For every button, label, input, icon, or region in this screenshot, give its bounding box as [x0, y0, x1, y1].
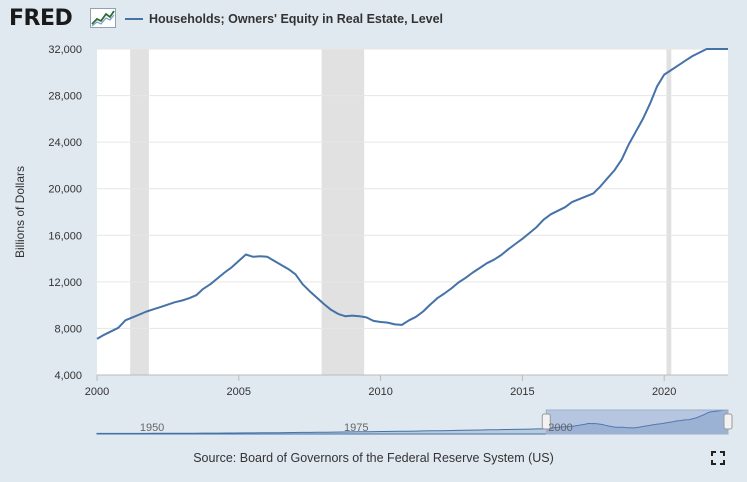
fullscreen-icon[interactable]	[711, 451, 725, 465]
x-tick-label: 2020	[652, 386, 676, 398]
chart-header: FRED Households; Owners' Equity in Real …	[0, 0, 747, 38]
x-tick-label: 2015	[510, 386, 534, 398]
fred-logo[interactable]: FRED	[9, 6, 73, 31]
plot-area	[97, 49, 728, 375]
y-tick-label: 24,000	[48, 137, 82, 149]
range-navigator[interactable]: 1950 1975 2000	[96, 409, 733, 435]
y-axis-label: Billions of Dollars	[13, 166, 27, 258]
x-tick-label: 2010	[368, 386, 392, 398]
recession-band-1	[130, 49, 149, 375]
y-tick-label: 4,000	[54, 370, 82, 382]
recession-band-2	[321, 49, 365, 375]
y-tick-label: 8,000	[54, 323, 82, 335]
navigator-series	[96, 409, 729, 435]
x-axis-ticks: 2000 2005 2010 2015 2020	[85, 374, 728, 398]
legend-line-swatch	[125, 18, 143, 20]
line-chart[interactable]: 4,000 8,000 12,000 16,000 20,000 24,000 28,000…	[0, 38, 747, 448]
navigator-handle-left[interactable]	[541, 413, 551, 430]
legend-label: Households; Owners' Equity in Real Estat…	[149, 12, 444, 26]
y-tick-label: 32,000	[48, 44, 82, 56]
series-line[interactable]	[96, 48, 728, 340]
source-note: Source: Board of Governors of the Federa…	[193, 451, 554, 465]
y-tick-label: 28,000	[48, 91, 82, 103]
chart-legend[interactable]: Households; Owners' Equity in Real Estat…	[125, 10, 443, 28]
y-tick-label: 16,000	[48, 230, 82, 242]
navigator-selection[interactable]	[545, 409, 729, 435]
navigator-handle-right[interactable]	[723, 413, 733, 430]
navigator-tick-label: 1950	[140, 422, 164, 434]
recession-band-3	[666, 49, 672, 375]
recession-shading	[130, 49, 672, 375]
y-axis-ticks: 4,000 8,000 12,000 16,000 20,000 24,000 28,000…	[48, 44, 82, 382]
x-tick-label: 2005	[227, 386, 251, 398]
navigator-tick-label: 1975	[344, 422, 368, 434]
trend-chart-icon	[90, 8, 116, 28]
navigator-tick-label: 2000	[548, 422, 572, 434]
y-tick-label: 20,000	[48, 184, 82, 196]
y-tick-label: 12,000	[48, 277, 82, 289]
x-tick-label: 2000	[85, 386, 109, 398]
